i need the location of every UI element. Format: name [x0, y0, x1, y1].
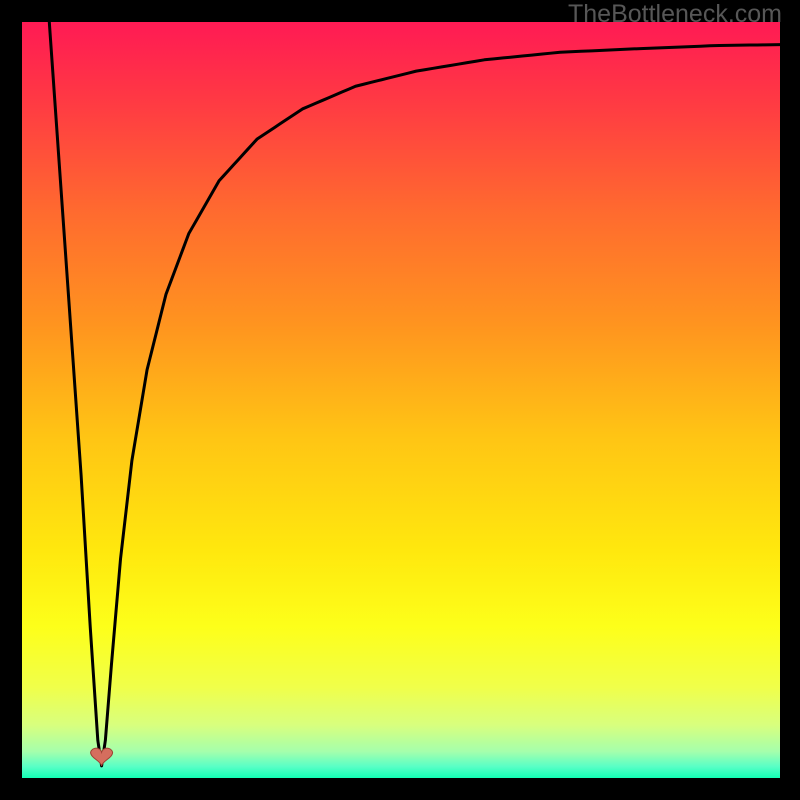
watermark-text: TheBottleneck.com: [568, 0, 782, 29]
plot-area: [22, 22, 780, 778]
chart-stage: TheBottleneck.com: [0, 0, 800, 800]
gradient-background: [22, 22, 780, 778]
plot-svg: [22, 22, 780, 778]
